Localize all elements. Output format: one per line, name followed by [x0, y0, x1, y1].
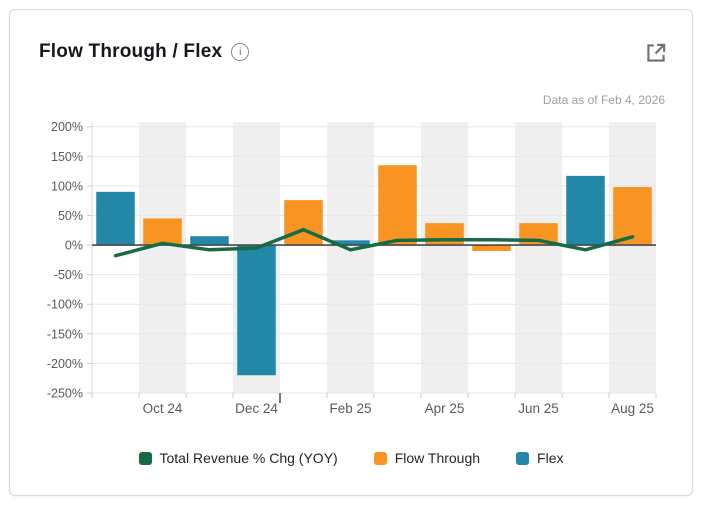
bar-flow-through[interactable] — [143, 218, 182, 246]
legend-swatch-flow-through — [373, 451, 387, 465]
legend-label: Total Revenue % Chg (YOY) — [159, 450, 338, 466]
legend-label: Flow Through — [394, 450, 481, 466]
legend-swatch-flex — [516, 451, 530, 465]
bar-flex[interactable] — [190, 236, 229, 246]
legend-label: Flex — [537, 450, 564, 466]
month-band — [327, 122, 374, 393]
legend-item-flex[interactable]: Flex — [516, 450, 564, 466]
legend-item-flow-through[interactable]: Flow Through — [373, 450, 481, 466]
line-total-revenue-chg-yoy[interactable] — [113, 227, 635, 258]
bar-flow-through[interactable] — [472, 245, 511, 251]
card-header: Flow Through / Flex i — [39, 41, 250, 63]
month-band — [515, 122, 562, 393]
x-tick-label: Feb 25 — [329, 401, 371, 416]
x-tick-label: Aug 25 — [611, 401, 654, 416]
chart-canvas: 200% 150% 100% 50% 0% -50% -100% -150% -200% -250… — [47, 120, 657, 416]
y-tick-label: -100% — [47, 298, 83, 312]
month-band — [139, 122, 186, 393]
bar-flow-through[interactable] — [378, 165, 417, 246]
bar-flex[interactable] — [96, 191, 135, 246]
x-tick-label: Apr 25 — [425, 401, 465, 416]
info-icon[interactable]: i — [231, 43, 250, 61]
bar-flex[interactable] — [331, 240, 370, 246]
y-tick-label: 200% — [51, 120, 83, 134]
bar-flex[interactable] — [237, 245, 276, 376]
y-tick-label: 150% — [51, 150, 83, 164]
y-tick-label: 100% — [51, 179, 83, 193]
x-tick-label: Jun 25 — [518, 401, 559, 416]
y-tick-label: 0% — [65, 239, 83, 253]
bar-flow-through[interactable] — [425, 223, 464, 246]
month-band — [609, 122, 656, 393]
y-tick-label: -50% — [54, 268, 83, 282]
y-tick-label: -150% — [47, 327, 83, 341]
y-tick-label: 50% — [58, 209, 83, 223]
chart-area: 200% 150% 100% 50% 0% -50% -100% -150% -200% -250… — [29, 113, 679, 428]
month-band — [421, 122, 468, 393]
y-tick-label: -250% — [47, 387, 83, 401]
bar-flex[interactable] — [566, 175, 605, 246]
external-link-icon — [647, 43, 666, 62]
x-tick-label: Dec 24 — [235, 401, 278, 416]
chart-legend: Total Revenue % Chg (YOY) Flow Through Fle… — [10, 450, 692, 466]
external-link-button[interactable] — [643, 40, 669, 66]
y-tick-label: -200% — [47, 357, 83, 371]
data-as-of-label: Data as of Feb 4, 2026 — [542, 93, 665, 107]
page-title: Flow Through / Flex — [39, 41, 223, 62]
legend-swatch-total-revenue-chg-yoy — [138, 451, 152, 465]
legend-item-total-revenue-chg-yoy[interactable]: Total Revenue % Chg (YOY) — [138, 450, 338, 466]
x-tick-label: Oct 24 — [143, 401, 183, 416]
bar-flow-through[interactable] — [284, 200, 323, 246]
flow-through-flex-card: Flow Through / Flex i Data as of Feb 4, … — [9, 9, 693, 496]
